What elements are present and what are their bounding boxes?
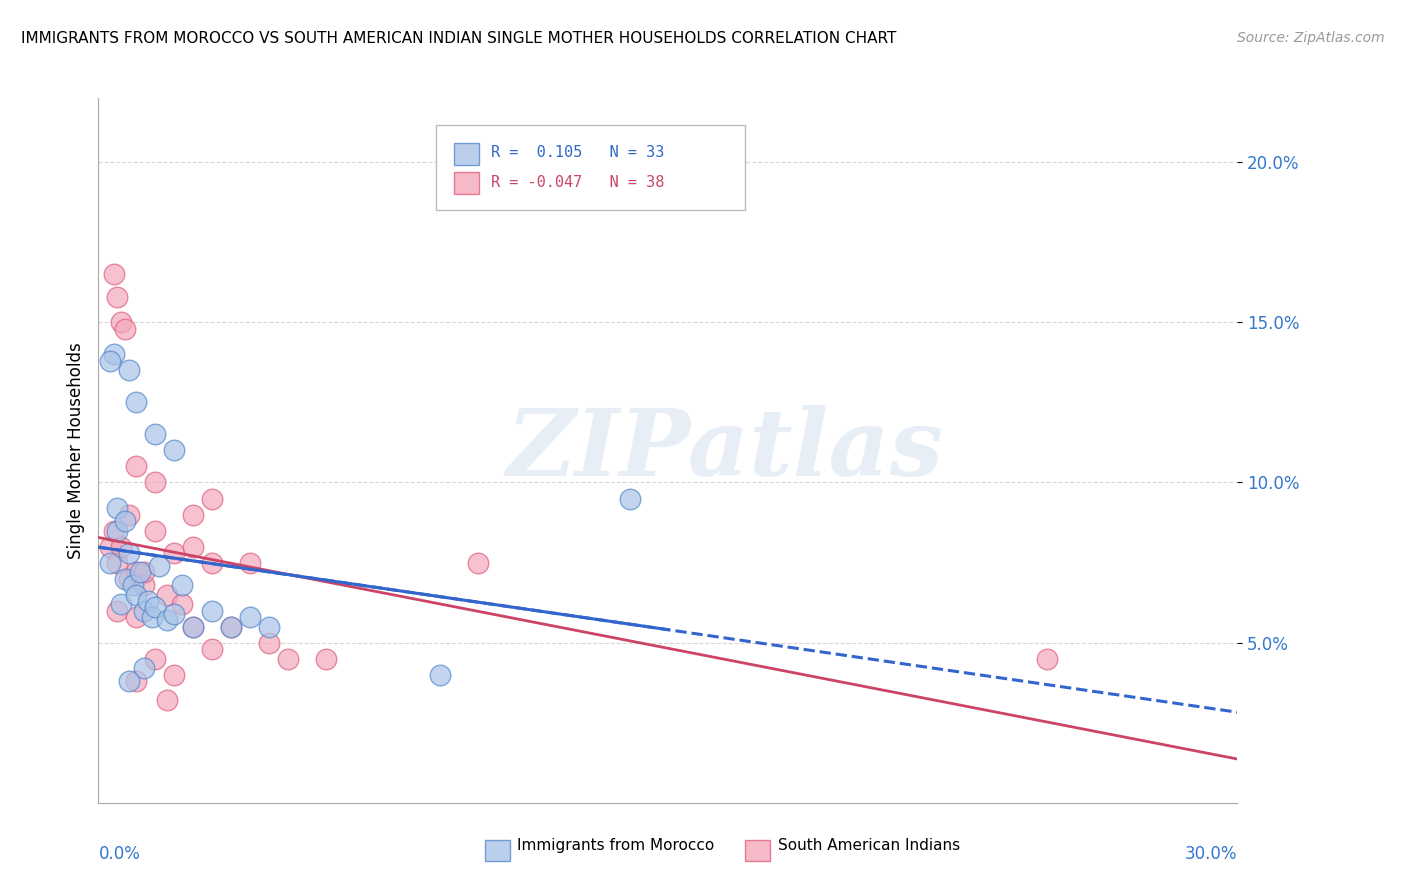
Text: 30.0%: 30.0%	[1185, 845, 1237, 863]
Text: R = -0.047   N = 38: R = -0.047 N = 38	[491, 175, 664, 190]
Point	[103, 347, 125, 361]
Point	[114, 572, 136, 586]
Y-axis label: Single Mother Households: Single Mother Households	[66, 343, 84, 558]
Text: ZIPatlas: ZIPatlas	[506, 406, 943, 495]
Point	[118, 363, 141, 377]
Point	[259, 619, 281, 633]
Point	[156, 613, 179, 627]
Point	[201, 642, 224, 657]
Point	[259, 635, 281, 649]
Point	[132, 578, 155, 592]
Point	[183, 619, 205, 633]
Point	[114, 514, 136, 528]
Text: Source: ZipAtlas.com: Source: ZipAtlas.com	[1237, 31, 1385, 45]
Point	[145, 600, 167, 615]
Point	[239, 610, 262, 624]
Point	[107, 290, 129, 304]
Point	[183, 540, 205, 554]
Point	[163, 546, 186, 560]
Text: Immigrants from Morocco: Immigrants from Morocco	[517, 838, 714, 854]
Point	[315, 651, 337, 665]
Point	[110, 315, 132, 329]
Point	[1036, 651, 1059, 665]
Point	[619, 491, 641, 506]
Point	[103, 268, 125, 282]
Point	[110, 540, 132, 554]
Point	[110, 597, 132, 611]
Point	[145, 524, 167, 538]
Point	[121, 578, 143, 592]
Point	[156, 588, 179, 602]
Point	[132, 565, 155, 579]
Point	[221, 619, 243, 633]
Text: South American Indians: South American Indians	[778, 838, 960, 854]
Point	[163, 607, 186, 621]
Point	[201, 491, 224, 506]
Point	[107, 501, 129, 516]
Text: 0.0%: 0.0%	[98, 845, 141, 863]
Point	[132, 661, 155, 675]
Point	[107, 556, 129, 570]
Point	[156, 693, 179, 707]
Point	[114, 322, 136, 336]
Point	[118, 546, 141, 560]
Point	[103, 524, 125, 538]
Point	[125, 459, 148, 474]
Point	[170, 578, 193, 592]
Point	[118, 572, 141, 586]
Point	[125, 565, 148, 579]
Point	[145, 427, 167, 442]
Point	[98, 540, 121, 554]
Point	[118, 674, 141, 689]
Point	[129, 565, 152, 579]
Point	[201, 556, 224, 570]
Point	[125, 588, 148, 602]
Point	[170, 597, 193, 611]
Point	[221, 619, 243, 633]
Point	[201, 604, 224, 618]
Point	[467, 556, 489, 570]
Point	[141, 610, 163, 624]
Point	[132, 604, 155, 618]
Point	[98, 353, 121, 368]
Text: R =  0.105   N = 33: R = 0.105 N = 33	[491, 145, 664, 161]
Point	[145, 651, 167, 665]
Point	[148, 558, 170, 573]
Point	[98, 556, 121, 570]
Point	[183, 619, 205, 633]
Point	[183, 508, 205, 522]
Point	[136, 594, 159, 608]
Point	[163, 443, 186, 458]
Point	[125, 395, 148, 409]
Point	[107, 604, 129, 618]
Point	[277, 651, 299, 665]
Point	[125, 610, 148, 624]
Point	[118, 508, 141, 522]
Point	[125, 674, 148, 689]
Point	[145, 475, 167, 490]
Point	[239, 556, 262, 570]
Point	[163, 667, 186, 681]
Text: IMMIGRANTS FROM MOROCCO VS SOUTH AMERICAN INDIAN SINGLE MOTHER HOUSEHOLDS CORREL: IMMIGRANTS FROM MOROCCO VS SOUTH AMERICA…	[21, 31, 897, 46]
Point	[429, 667, 451, 681]
Point	[107, 524, 129, 538]
